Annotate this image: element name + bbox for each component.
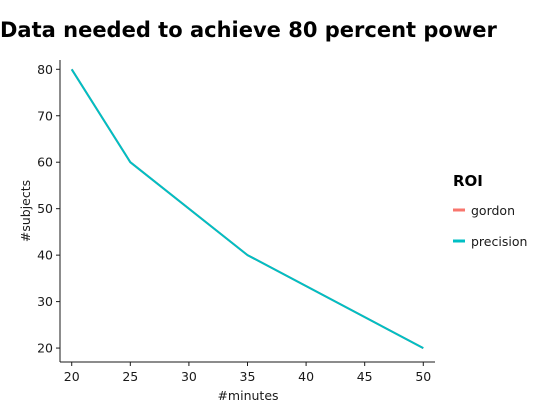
legend-label-precision: precision — [471, 234, 527, 249]
series-line-precision — [70, 68, 424, 349]
y-tick-label: 30 — [37, 294, 53, 309]
legend-label-gordon: gordon — [471, 203, 515, 218]
y-tick-label: 40 — [37, 248, 53, 263]
x-tick-label: 45 — [357, 369, 373, 384]
y-axis-label: #subjects — [18, 180, 33, 242]
x-tick-label: 35 — [240, 369, 256, 384]
plot-area — [70, 68, 424, 349]
x-tick-label: 25 — [122, 369, 138, 384]
x-tick-label: 50 — [415, 369, 431, 384]
y-tick-label: 60 — [37, 155, 53, 170]
series-line-gordon — [70, 68, 424, 349]
x-tick-label: 20 — [64, 369, 80, 384]
chart-title: Data needed to achieve 80 percent power — [0, 18, 497, 42]
y-tick-label: 70 — [37, 108, 53, 123]
x-axis-label: #minutes — [217, 388, 278, 403]
legend: ROI gordon precision — [453, 172, 527, 249]
x-tick-label: 30 — [181, 369, 197, 384]
y-tick-label: 50 — [37, 201, 53, 216]
y-tick-label: 80 — [37, 62, 53, 77]
y-tick-label: 20 — [37, 341, 53, 356]
legend-title: ROI — [453, 172, 483, 190]
y-ticks: 20 30 40 50 60 70 80 — [37, 62, 60, 356]
x-tick-label: 40 — [298, 369, 314, 384]
x-ticks: 20 25 30 35 40 45 50 — [64, 362, 431, 384]
